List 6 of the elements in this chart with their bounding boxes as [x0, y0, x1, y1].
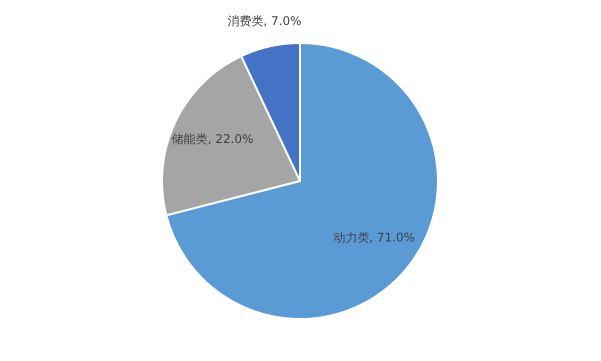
- slice-label: 储能类: [172, 132, 208, 146]
- data-label: , 7.0%: [263, 14, 302, 28]
- slice-label: 动力类: [333, 230, 370, 245]
- data-label: , 22.0%: [208, 132, 254, 146]
- slice-label: 消费类: [227, 14, 264, 28]
- data-label: , 71.0%: [369, 230, 416, 245]
